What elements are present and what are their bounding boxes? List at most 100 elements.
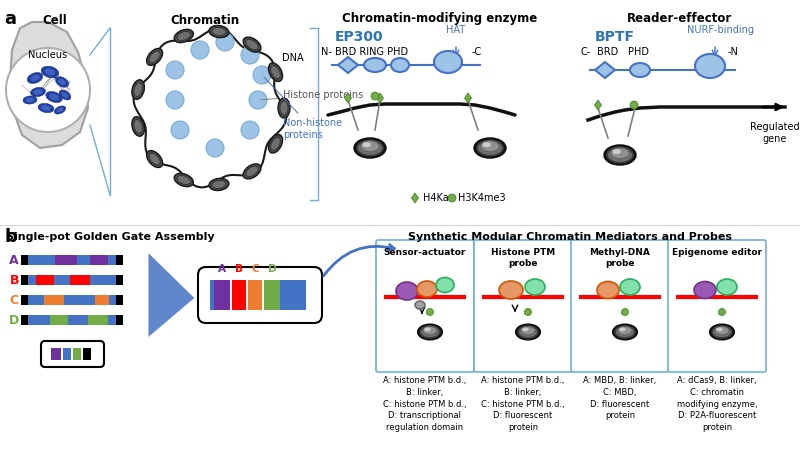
Ellipse shape bbox=[149, 51, 160, 63]
Ellipse shape bbox=[177, 32, 190, 40]
Text: Regulated
gene: Regulated gene bbox=[750, 122, 800, 144]
Ellipse shape bbox=[174, 29, 194, 43]
Circle shape bbox=[241, 121, 259, 139]
Circle shape bbox=[171, 121, 189, 139]
Circle shape bbox=[241, 46, 259, 64]
Bar bbox=[232, 280, 246, 310]
Ellipse shape bbox=[630, 63, 650, 77]
Ellipse shape bbox=[396, 282, 418, 300]
Ellipse shape bbox=[516, 325, 540, 339]
FancyBboxPatch shape bbox=[376, 240, 474, 372]
Ellipse shape bbox=[418, 325, 442, 339]
Bar bbox=[264, 280, 280, 310]
Ellipse shape bbox=[41, 66, 59, 78]
Bar bbox=[95, 295, 109, 305]
Ellipse shape bbox=[415, 301, 425, 309]
Text: C-: C- bbox=[581, 47, 591, 57]
Text: A: MBD, B: linker,
C: MBD,
D: fluorescent
protein: A: MBD, B: linker, C: MBD, D: fluorescen… bbox=[583, 376, 657, 420]
Ellipse shape bbox=[694, 282, 716, 298]
FancyBboxPatch shape bbox=[41, 341, 104, 367]
Text: Sensor-actuator: Sensor-actuator bbox=[384, 248, 466, 257]
Text: D: D bbox=[9, 314, 19, 327]
Ellipse shape bbox=[364, 58, 386, 72]
Ellipse shape bbox=[46, 91, 62, 103]
Circle shape bbox=[206, 139, 224, 157]
Ellipse shape bbox=[278, 98, 290, 118]
Bar bbox=[50, 315, 68, 325]
Ellipse shape bbox=[149, 153, 160, 165]
Bar bbox=[63, 348, 71, 360]
Ellipse shape bbox=[361, 141, 379, 152]
Bar bbox=[28, 295, 116, 305]
Text: A: histone PTM b.d.,
B: linker,
C: histone PTM b.d.,
D: transcriptional
regulati: A: histone PTM b.d., B: linker, C: histo… bbox=[383, 376, 467, 432]
Ellipse shape bbox=[499, 281, 523, 299]
Bar bbox=[210, 280, 214, 310]
Ellipse shape bbox=[717, 279, 737, 295]
Ellipse shape bbox=[49, 94, 59, 100]
Ellipse shape bbox=[269, 63, 282, 81]
Ellipse shape bbox=[27, 72, 42, 83]
Text: BRD RING PHD: BRD RING PHD bbox=[335, 47, 408, 57]
Polygon shape bbox=[345, 93, 351, 103]
Ellipse shape bbox=[605, 146, 635, 164]
Bar bbox=[90, 255, 108, 265]
Ellipse shape bbox=[620, 279, 640, 295]
Text: b: b bbox=[4, 228, 17, 246]
Ellipse shape bbox=[26, 98, 34, 103]
Polygon shape bbox=[10, 22, 88, 148]
Ellipse shape bbox=[212, 180, 226, 189]
Bar bbox=[88, 315, 108, 325]
Text: Chromatin-modifying enzyme: Chromatin-modifying enzyme bbox=[342, 12, 538, 25]
Ellipse shape bbox=[436, 278, 454, 292]
Ellipse shape bbox=[280, 101, 288, 115]
Text: Nucleus: Nucleus bbox=[29, 50, 67, 60]
Text: Methyl-DNA
probe: Methyl-DNA probe bbox=[590, 248, 650, 268]
Text: Reader-effector: Reader-effector bbox=[627, 12, 733, 25]
Bar bbox=[21, 315, 28, 325]
Ellipse shape bbox=[174, 173, 194, 187]
Ellipse shape bbox=[424, 328, 430, 331]
Bar bbox=[83, 348, 91, 360]
Ellipse shape bbox=[478, 140, 502, 156]
Bar bbox=[44, 295, 64, 305]
Text: NURF-binding: NURF-binding bbox=[686, 25, 754, 35]
Text: -C: -C bbox=[472, 47, 482, 57]
Ellipse shape bbox=[270, 66, 280, 79]
Polygon shape bbox=[411, 193, 418, 203]
Ellipse shape bbox=[54, 106, 66, 114]
Text: BPTF: BPTF bbox=[595, 30, 635, 44]
Ellipse shape bbox=[521, 327, 535, 335]
Text: A: A bbox=[10, 253, 19, 266]
Text: Epigenome editor: Epigenome editor bbox=[672, 248, 762, 257]
Ellipse shape bbox=[209, 26, 229, 38]
Circle shape bbox=[622, 309, 629, 315]
Text: C: C bbox=[251, 264, 259, 274]
Circle shape bbox=[371, 92, 379, 100]
Ellipse shape bbox=[420, 326, 440, 338]
Bar bbox=[116, 295, 123, 305]
Text: BRD: BRD bbox=[597, 47, 618, 57]
Bar bbox=[116, 275, 123, 285]
Text: A: A bbox=[218, 264, 226, 274]
Bar bbox=[70, 275, 90, 285]
Circle shape bbox=[166, 61, 184, 79]
Text: Non-histone
proteins: Non-histone proteins bbox=[264, 77, 342, 140]
Text: PHD: PHD bbox=[628, 47, 649, 57]
Ellipse shape bbox=[58, 79, 66, 85]
Circle shape bbox=[166, 91, 184, 109]
Text: A: histone PTM b.d.,
B: linker,
C: histone PTM b.d.,
D: fluorescent
protein: A: histone PTM b.d., B: linker, C: histo… bbox=[481, 376, 565, 432]
Text: A: dCas9, B: linker,
C: chromatin
modifying enzyme,
D: P2A-fluorescent
protein: A: dCas9, B: linker, C: chromatin modify… bbox=[677, 376, 758, 432]
FancyBboxPatch shape bbox=[198, 267, 322, 323]
Ellipse shape bbox=[132, 80, 145, 99]
Circle shape bbox=[253, 66, 271, 84]
Ellipse shape bbox=[715, 327, 729, 335]
Ellipse shape bbox=[55, 77, 69, 87]
Bar bbox=[116, 255, 123, 265]
Text: H4Kac: H4Kac bbox=[423, 193, 454, 203]
Ellipse shape bbox=[597, 282, 619, 298]
Ellipse shape bbox=[391, 58, 409, 72]
Ellipse shape bbox=[522, 328, 529, 331]
Text: Chromatin: Chromatin bbox=[170, 14, 239, 27]
Bar bbox=[21, 275, 28, 285]
Ellipse shape bbox=[619, 328, 626, 331]
